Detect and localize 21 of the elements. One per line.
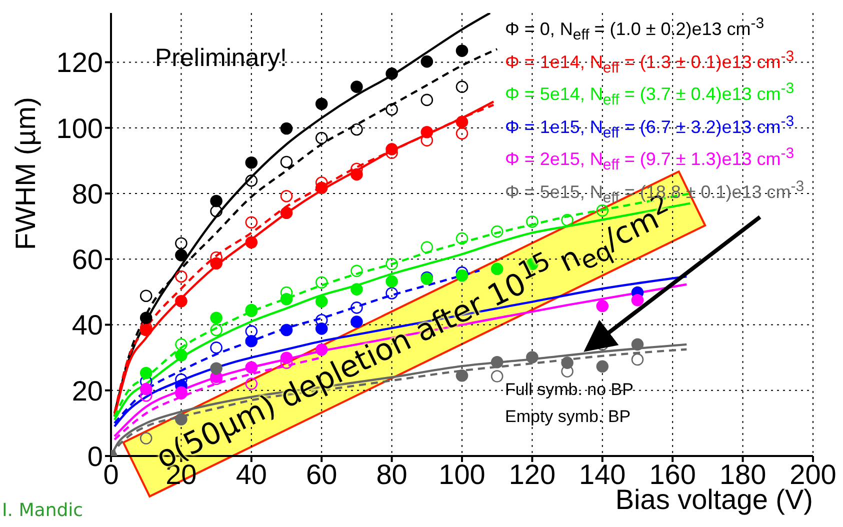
x-tick-label: 120 bbox=[508, 458, 556, 490]
y-tick-label: 40 bbox=[72, 310, 103, 341]
y-tick-label: 20 bbox=[72, 375, 103, 406]
x-tick-label: 60 bbox=[306, 458, 338, 490]
x-tick-label: 40 bbox=[236, 458, 267, 490]
y-axis-title: FWHM (µm) bbox=[10, 97, 42, 250]
x-tick-label: 80 bbox=[376, 458, 408, 490]
y-tick-label: 80 bbox=[72, 178, 103, 210]
x-tick-label: 100 bbox=[438, 458, 486, 490]
text: Φ = 5e14, N$_{eff}$ = (3.7 ± 0.4)e13 cm$^{-3}$ bbox=[505, 79, 796, 111]
text: I. Mandic bbox=[2, 500, 84, 521]
text: Φ = 1e14, N$_{eff}$ = (1.3 ± 0.1)e13 cm$^{-3}$ bbox=[505, 46, 796, 78]
annotation: Empty symb. BP bbox=[505, 407, 631, 427]
annotation: Full symb. no BP bbox=[505, 380, 634, 400]
y-tick-label: 120 bbox=[56, 47, 103, 78]
annotation: Preliminary! bbox=[155, 44, 287, 73]
text: Φ = 1e15, N$_{eff}$ = (6.7 ± 3.2)e13 cm$^{-3}$ bbox=[505, 112, 796, 144]
y-tick-label: 100 bbox=[56, 112, 103, 144]
text: Φ = 0, N$_{eff}$ = (1.0 ± 0.2)e13 cm$^{-3}$ bbox=[505, 14, 766, 46]
y-tick-label: 60 bbox=[72, 244, 103, 276]
text: Φ = 2e15, N$_{eff}$ = (9.7 ± 1.3)e13 cm$^{-3}$ bbox=[505, 144, 796, 176]
